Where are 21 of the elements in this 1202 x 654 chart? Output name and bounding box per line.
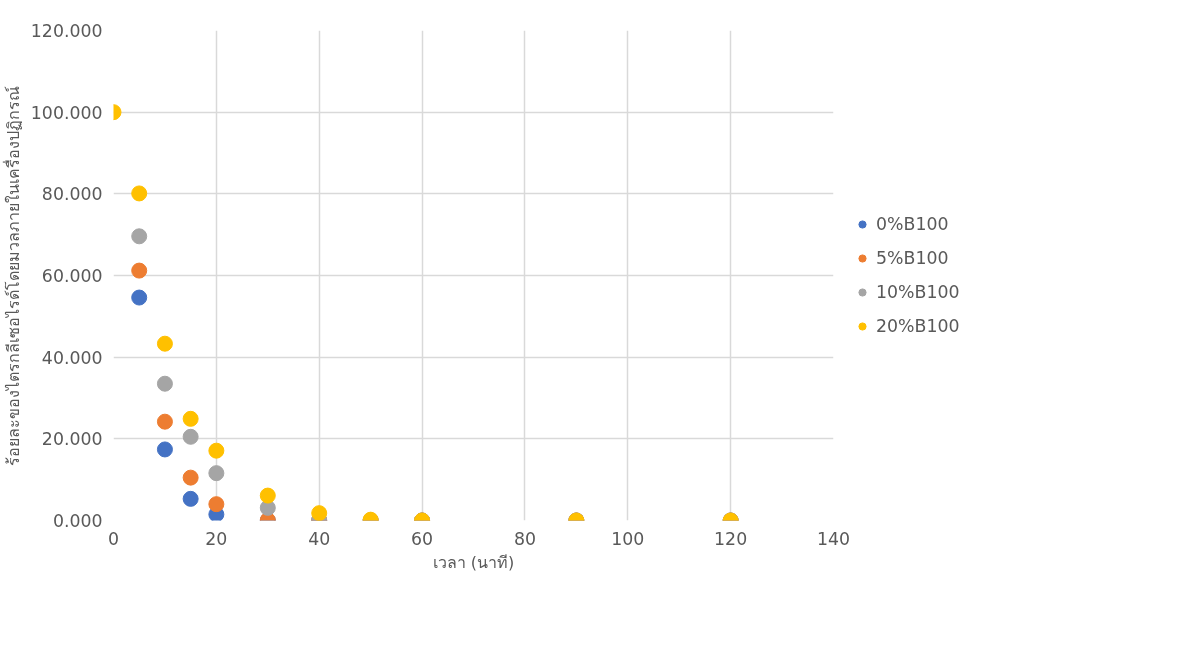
x-tick-label: 40 bbox=[308, 528, 331, 549]
y-tick-label: 60.000 bbox=[41, 266, 103, 286]
x-tick-label: 0 bbox=[107, 528, 120, 549]
y-tick-label: 100.000 bbox=[30, 102, 103, 123]
y-axis-title: ร้อยละของไตรกลีเซอไรด์โดยมวลภายในเครื่องปฏิกรณ์ bbox=[1, 85, 23, 466]
legend-label: 10%B100 bbox=[876, 282, 960, 302]
x-tick-label: 120 bbox=[714, 528, 748, 549]
x-axis-title: เวลา (นาที) bbox=[432, 552, 515, 572]
y-tick-label: 40.000 bbox=[41, 347, 103, 368]
y-tick-label: 20.000 bbox=[41, 429, 103, 450]
y-tick-label: 120.000 bbox=[30, 21, 103, 41]
legend-label: 20%B100 bbox=[876, 316, 960, 336]
x-tick-label: 140 bbox=[816, 528, 851, 549]
y-tick-label: 0.000 bbox=[52, 511, 103, 531]
x-tick-label: 80 bbox=[513, 528, 536, 549]
x-tick-label: 20 bbox=[205, 528, 228, 549]
legend-label: 0%B100 bbox=[876, 214, 949, 234]
y-tick-label: 80.000 bbox=[41, 184, 103, 205]
x-tick-label: 100 bbox=[611, 528, 645, 549]
legend-label: 5%B100 bbox=[876, 248, 949, 268]
x-tick-label: 60 bbox=[411, 528, 434, 549]
